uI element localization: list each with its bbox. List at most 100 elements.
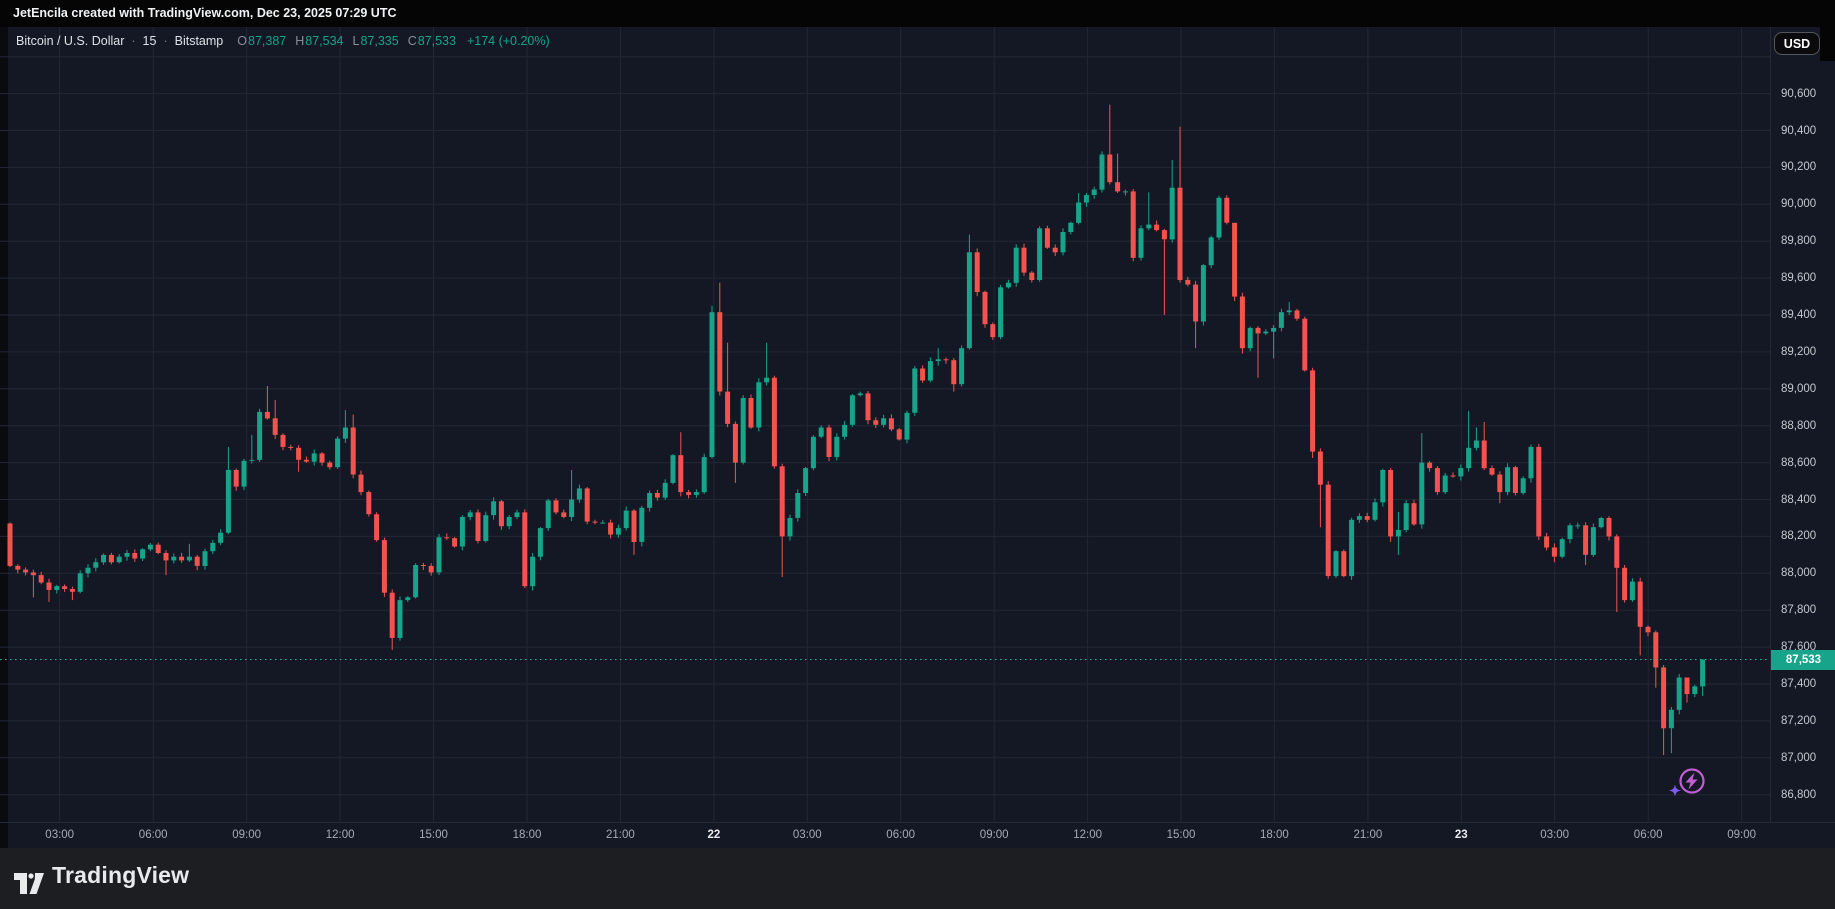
price-axis[interactable]: 87,533 90,600 90,400 90,200 90,000 89,800 89,… <box>1770 27 1835 822</box>
candle-body <box>1590 527 1596 555</box>
change-value: +174 (+0.20%) <box>466 34 550 48</box>
candle-body <box>1224 197 1230 223</box>
interval-label: 15 <box>142 34 157 48</box>
price-axis-label: 87,800 <box>1781 604 1817 617</box>
candle-body <box>108 554 114 563</box>
candle-body <box>272 418 278 435</box>
candle-body <box>600 522 606 524</box>
candle-body <box>631 510 637 542</box>
candle-body <box>1380 470 1386 503</box>
candle-body <box>966 252 972 349</box>
footer-bar: TradingView <box>0 848 1835 909</box>
candle-body <box>1622 567 1628 601</box>
candle-body <box>257 411 263 460</box>
candle-body <box>467 512 473 517</box>
candle-body <box>974 252 980 292</box>
candle-body <box>1684 677 1690 695</box>
boost-lightning-icon[interactable] <box>1666 760 1712 804</box>
candle-body <box>725 391 731 424</box>
candle-body <box>1107 154 1113 183</box>
candle-body <box>1567 525 1573 540</box>
candle-body <box>1247 327 1253 349</box>
candlestick-chart[interactable] <box>0 27 1835 822</box>
candle-body <box>163 553 169 561</box>
candle-body <box>483 515 489 541</box>
candle-body <box>927 361 933 381</box>
candle-body <box>662 482 668 498</box>
tradingview-wordmark[interactable]: TradingView <box>52 862 190 888</box>
candle-body <box>818 427 824 437</box>
candle-body <box>210 542 216 552</box>
price-axis-label: 90,200 <box>1781 161 1817 174</box>
candle-body <box>93 562 99 568</box>
candle-body <box>1263 331 1269 334</box>
currency-button[interactable]: USD <box>1774 32 1820 55</box>
price-axis-label: 88,200 <box>1781 530 1817 543</box>
candle-body <box>1325 484 1331 576</box>
candle-body <box>1637 581 1643 627</box>
candle-body <box>1232 222 1238 297</box>
candle-body <box>428 565 434 573</box>
candle-body <box>779 466 785 537</box>
candle-body <box>1700 659 1706 687</box>
candle-body <box>30 572 36 576</box>
candle-body <box>756 382 762 428</box>
candle-body <box>23 569 29 573</box>
time-axis-label: 03:00 <box>792 829 822 841</box>
candle-body <box>1185 279 1191 285</box>
candle-body <box>54 586 60 590</box>
price-axis-label: 86,800 <box>1781 788 1817 801</box>
candle-body <box>857 393 863 396</box>
candle-body <box>530 556 536 587</box>
candle-body <box>1395 529 1401 537</box>
symbol-title: Bitcoin / U.S. Dollar <box>16 34 125 48</box>
price-axis-label: 89,000 <box>1781 382 1817 395</box>
candle-body <box>374 514 380 541</box>
time-axis-label: 21:00 <box>1353 829 1383 841</box>
candle-body <box>693 492 699 495</box>
candle-body <box>951 360 957 385</box>
candle-body <box>740 398 746 463</box>
candle-body <box>842 424 848 437</box>
candle-body <box>1341 551 1347 577</box>
candle-body <box>1037 228 1043 280</box>
candle-body <box>545 500 551 529</box>
candle-body <box>1060 232 1066 253</box>
candle-body <box>1138 228 1144 258</box>
symbol-info-bar: Bitcoin / U.S. Dollar · 15 · Bitstamp O … <box>16 34 550 48</box>
price-axis-label: 89,200 <box>1781 345 1817 358</box>
candle-body <box>140 549 146 559</box>
time-axis-label: 09:00 <box>1727 829 1756 841</box>
candle-body <box>241 460 247 487</box>
candle-body <box>1505 467 1511 493</box>
candle-body <box>1161 230 1167 240</box>
candle-body <box>124 553 130 557</box>
time-axis-label: 15:00 <box>1166 829 1196 841</box>
candle-body <box>1536 446 1542 537</box>
candle-body <box>990 324 996 338</box>
candle-body <box>1419 462 1425 525</box>
candle-body <box>1427 462 1433 469</box>
time-axis-label: 15:00 <box>419 829 448 841</box>
candle-body <box>202 551 208 566</box>
time-axis[interactable]: 03:00 06:00 09:00 12:00 15:00 18:00 21:00 22 03:… <box>0 822 1835 849</box>
candle-body <box>436 537 442 573</box>
candle-body <box>1575 525 1581 527</box>
candle-body <box>1052 247 1058 253</box>
candle-body <box>888 418 894 430</box>
candle-body <box>1434 468 1440 493</box>
candle-body <box>85 567 91 574</box>
candle-body <box>1302 318 1308 371</box>
candle-body <box>654 493 660 498</box>
time-axis-label: 06:00 <box>886 829 916 841</box>
candle-body <box>771 377 777 467</box>
candle-body <box>1606 518 1612 537</box>
candle-body <box>7 523 13 566</box>
candle-body <box>764 377 770 383</box>
candle-body <box>1442 475 1448 493</box>
tradingview-logo-icon[interactable] <box>13 872 44 895</box>
snapshot-attribution-bar: JetEncila created with TradingView.com, … <box>0 0 1835 27</box>
candle-body <box>288 446 294 448</box>
price-axis-label: 89,800 <box>1781 235 1817 248</box>
ohlc-values: O 87,387 H 87,534 L 87,335 C 87,533 +174… <box>237 34 549 48</box>
